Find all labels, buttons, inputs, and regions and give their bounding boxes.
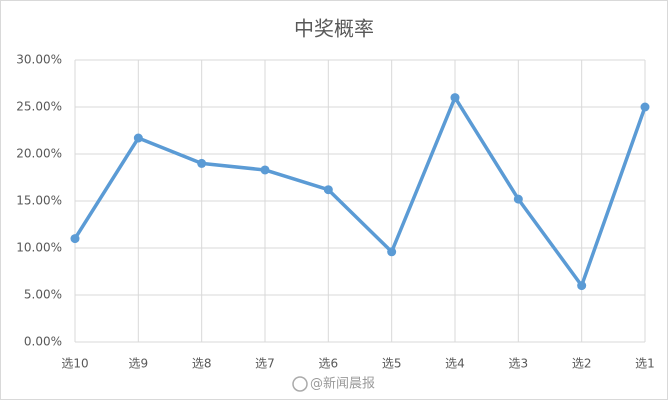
- y-tick-label: 0.00%: [24, 335, 62, 349]
- x-tick-label: 选1: [635, 357, 655, 371]
- x-tick-label: 选8: [192, 357, 212, 371]
- y-tick-label: 25.00%: [16, 100, 62, 114]
- y-tick-label: 20.00%: [16, 147, 62, 161]
- x-tick-label: 选9: [129, 357, 149, 371]
- y-tick-label: 5.00%: [24, 288, 62, 302]
- x-tick-label: 选5: [382, 357, 402, 371]
- point: [323, 185, 333, 195]
- x-tick-label: 选6: [319, 357, 339, 371]
- x-tick-label: 选3: [509, 357, 529, 371]
- point: [513, 194, 523, 204]
- line: [73, 95, 647, 288]
- y-tick-label: 30.00%: [16, 53, 62, 67]
- point: [387, 247, 397, 257]
- point: [450, 93, 460, 103]
- x-tick-label: 选7: [255, 357, 275, 371]
- y-tick-label: 15.00%: [16, 194, 62, 208]
- point: [133, 133, 143, 143]
- x-tick-label: 选2: [572, 357, 592, 371]
- point: [260, 165, 270, 175]
- y-tick-label: 10.00%: [16, 241, 62, 255]
- point: [197, 158, 207, 168]
- x-tick-label: 选10: [61, 357, 88, 371]
- point: [70, 234, 80, 244]
- watermark-icon: [292, 376, 308, 392]
- point: [577, 281, 587, 291]
- x-tick-label: 选4: [445, 357, 465, 371]
- chart-title: 中奖概率: [294, 17, 374, 41]
- watermark: @新闻晨报: [310, 376, 375, 392]
- point: [640, 102, 650, 112]
